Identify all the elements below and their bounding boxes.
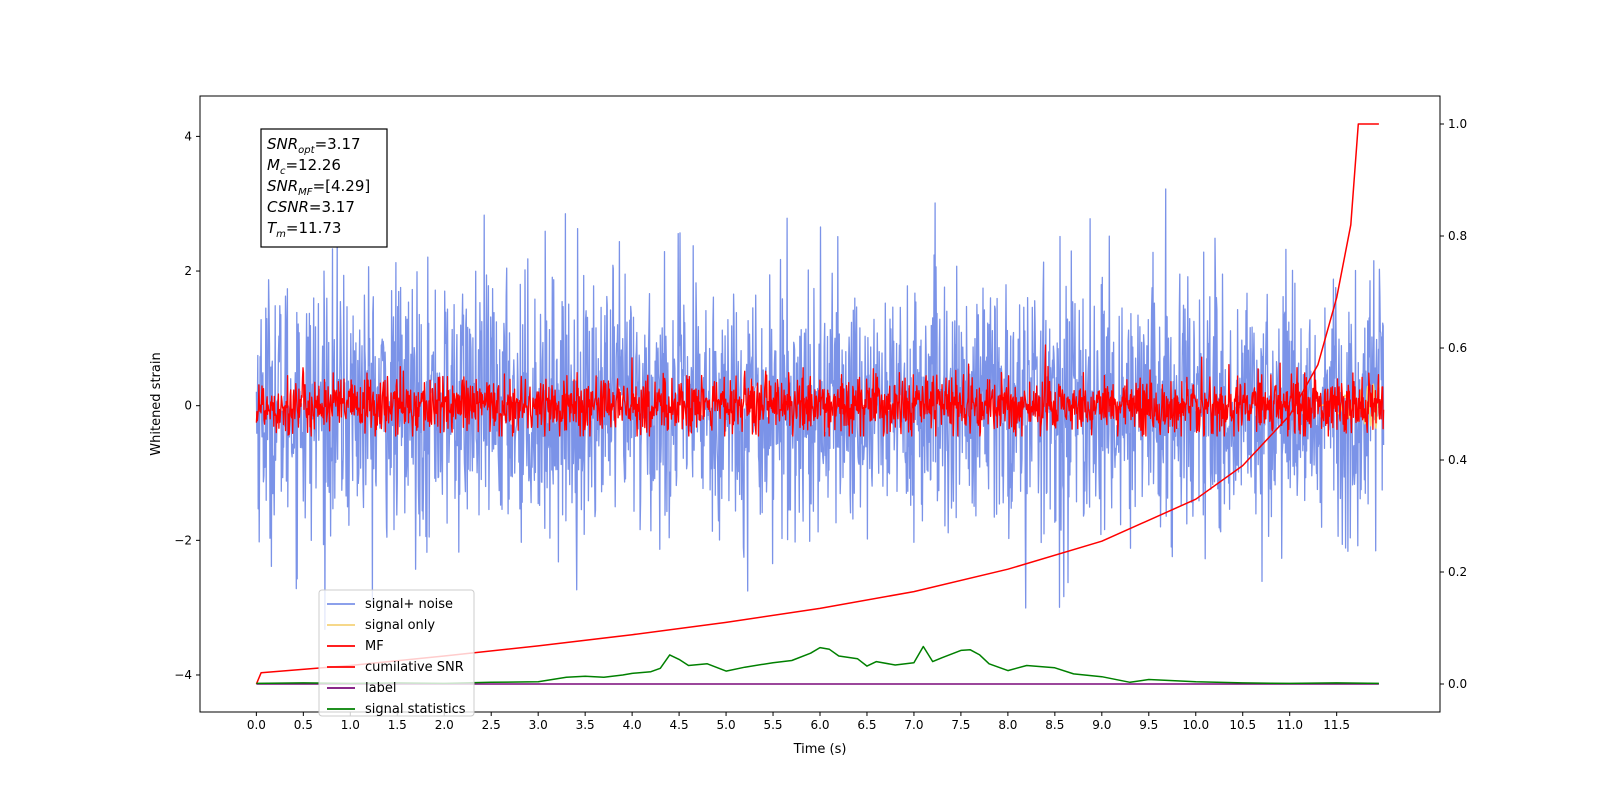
x-tick-label: 8.0 <box>998 718 1017 732</box>
annotation-line: Tm=11.73 <box>267 219 341 240</box>
legend-label-signal-only: signal only <box>365 618 435 633</box>
y-tick-label: −2 <box>174 533 192 547</box>
x-tick-label: 2.0 <box>435 718 454 732</box>
x-tick-label: 10.5 <box>1229 718 1256 732</box>
x-tick-label: 8.5 <box>1045 718 1064 732</box>
y2-tick-label: 0.6 <box>1448 341 1467 355</box>
legend-label-mf: MF <box>365 639 384 654</box>
x-tick-label: 7.5 <box>951 718 970 732</box>
y-axis-label: Whitened strain <box>149 352 164 455</box>
x-tick-label: 5.0 <box>717 718 736 732</box>
x-tick-label: 4.5 <box>670 718 689 732</box>
annotation-frame <box>260 128 388 248</box>
y2-tick-label: 0.2 <box>1448 565 1467 579</box>
y2-axis-ticks: 0.0 0.2 0.4 0.6 0.8 1.0 <box>1440 117 1467 691</box>
y-tick-label: 0 <box>184 399 192 413</box>
x-tick-label: 11.0 <box>1276 718 1303 732</box>
series-line-mf <box>255 344 1385 437</box>
x-tick-label: 9.5 <box>1139 718 1158 732</box>
y2-tick-label: 0.4 <box>1448 453 1467 467</box>
x-tick-label: 7.0 <box>904 718 923 732</box>
x-tick-label: 1.5 <box>388 718 407 732</box>
y2-tick-label: 0.0 <box>1448 677 1467 691</box>
x-tick-label: 1.0 <box>341 718 360 732</box>
x-tick-label: 3.5 <box>576 718 595 732</box>
y2-tick-label: 0.8 <box>1448 229 1467 243</box>
annotation-line: SNRMF=[4.29] <box>267 177 370 198</box>
y-tick-label: −4 <box>174 668 192 682</box>
x-axis-ticks: 0.0 0.5 1.0 1.5 2.0 2.5 3.0 3.5 4.0 4.5 5.0 5.5 6.0 6… <box>247 712 1350 732</box>
x-tick-label: 2.5 <box>482 718 501 732</box>
x-tick-label: 6.5 <box>857 718 876 732</box>
legend-label-signal-statistics: signal statistics <box>365 702 466 717</box>
annotation-line: CSNR=3.17 <box>267 198 355 216</box>
x-axis-label: Time (s) <box>793 742 847 757</box>
x-tick-label: 4.0 <box>623 718 642 732</box>
x-tick-label: 9.0 <box>1092 718 1111 732</box>
series-line-signal-statistics <box>256 645 1379 685</box>
y-tick-label: 4 <box>184 129 192 143</box>
x-tick-label: 10.0 <box>1182 718 1209 732</box>
y2-tick-label: 1.0 <box>1448 117 1467 131</box>
x-tick-label: 3.0 <box>529 718 548 732</box>
x-tick-label: 5.5 <box>763 718 782 732</box>
stats-annotation-box: SNRopt=3.17Mc=12.26SNRMF=[4.29]CSNR=3.17… <box>260 128 388 248</box>
x-tick-label: 0.0 <box>247 718 266 732</box>
annotation-line: SNRopt=3.17 <box>267 135 361 156</box>
x-tick-label: 11.5 <box>1323 718 1350 732</box>
x-tick-label: 6.0 <box>810 718 829 732</box>
legend-frame <box>318 589 475 717</box>
annotation-line: Mc=12.26 <box>267 156 341 177</box>
legend-label-label: label <box>365 681 396 696</box>
x-tick-label: 0.5 <box>294 718 313 732</box>
y-tick-label: 2 <box>184 264 192 278</box>
legend-label-cumilative-snr: cumilative SNR <box>365 660 464 675</box>
legend-label-signal-noise: signal+ noise <box>365 597 453 612</box>
y-axis-ticks: −4 −2 0 2 4 <box>174 129 200 682</box>
legend: signal+ noise signal only MF cumilative SNR… <box>318 589 475 717</box>
